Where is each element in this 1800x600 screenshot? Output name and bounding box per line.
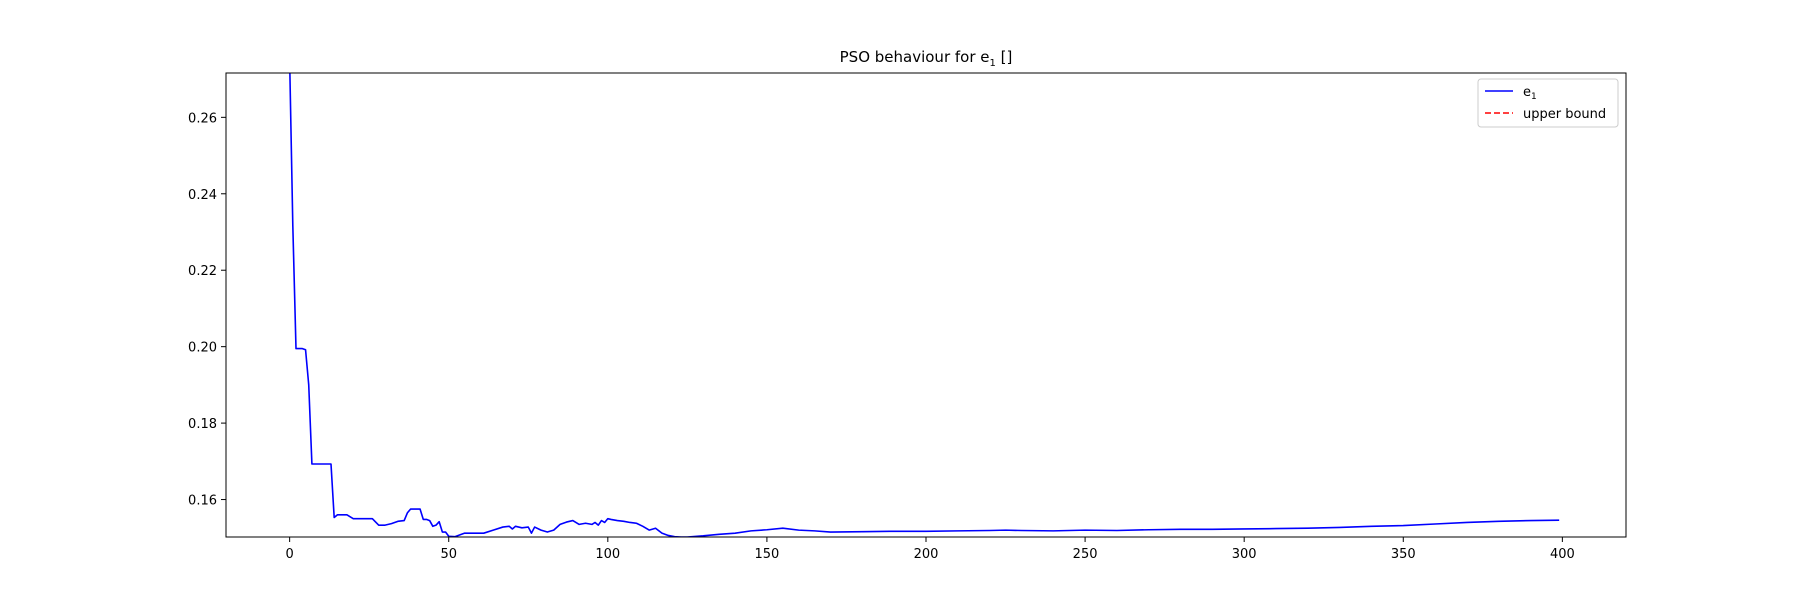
- legend: e1 upper bound: [1477, 78, 1619, 128]
- x-tick-label: 0: [285, 547, 293, 562]
- series-line-0: [289, 73, 1560, 537]
- y-tick-label: 0.16: [188, 494, 217, 509]
- y-tick-label: 0.22: [188, 264, 217, 279]
- x-tick-label: 150: [754, 547, 779, 562]
- x-tick-label: 400: [1550, 547, 1575, 562]
- y-tick-label: 0.26: [188, 111, 217, 126]
- plot-frame: [225, 72, 1627, 538]
- x-tick-label: 250: [1073, 547, 1098, 562]
- y-tick-label: 0.18: [188, 417, 217, 432]
- x-tick-label: 350: [1391, 547, 1416, 562]
- legend-label-e1: e1: [1523, 85, 1537, 102]
- legend-label-upper-bound: upper bound: [1523, 107, 1606, 122]
- x-tick-label: 100: [595, 547, 620, 562]
- x-axis: 0 50 100 150 200 250 300 350 400: [285, 537, 1575, 562]
- x-tick-label: 50: [440, 547, 457, 562]
- y-tick-label: 0.24: [188, 188, 217, 203]
- y-tick-label: 0.20: [188, 341, 217, 356]
- x-tick-label: 300: [1232, 547, 1257, 562]
- chart-title: PSO behaviour for e1 []: [840, 48, 1013, 69]
- y-axis: 0.16 0.18 0.20 0.22 0.24 0.26: [188, 111, 226, 509]
- series-layer: [289, 73, 1560, 537]
- x-tick-label: 200: [914, 547, 939, 562]
